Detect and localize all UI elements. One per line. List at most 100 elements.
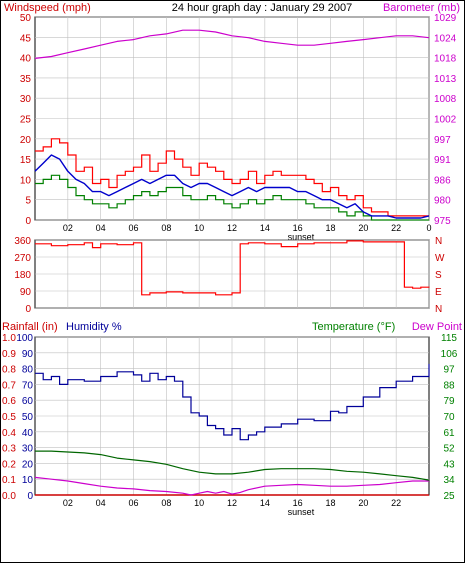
x-tick-label: 02: [63, 498, 73, 508]
x-tick-label: 14: [260, 223, 270, 233]
temp-tick-label: 106: [441, 349, 458, 360]
y-tick-label: 0: [25, 304, 31, 315]
x-tick-label: 06: [128, 223, 138, 233]
y-tick-label: 270: [14, 253, 31, 264]
x-tick-label: 04: [96, 223, 106, 233]
compass-tick-label: E: [435, 287, 442, 298]
rainfall-label: Rainfall (in): [2, 321, 58, 333]
y-tick-label: 10: [20, 175, 32, 186]
y2-tick-label: 1008: [434, 94, 457, 105]
x-tick-label: 18: [325, 223, 335, 233]
y2-tick-label: 991: [434, 155, 451, 166]
humidity-tick-label: 0: [27, 491, 33, 502]
x-tick-label: 18: [325, 498, 335, 508]
temp-tick-label: 88: [443, 380, 455, 391]
y2-tick-label: 1024: [434, 33, 457, 44]
humidity-tick-label: 20: [22, 459, 34, 470]
y2-tick-label: 1029: [434, 13, 457, 24]
series-wind-direction: [35, 240, 430, 296]
y2-tick-label: 1002: [434, 115, 457, 126]
x-tick-label: 12: [227, 498, 237, 508]
temp-tick-label: 115: [441, 333, 457, 344]
barometer-label: Barometer (mb): [383, 2, 460, 14]
y2-tick-label: 986: [434, 175, 451, 186]
y-tick-label: 50: [20, 13, 32, 24]
humidity-tick-label: 40: [22, 428, 34, 439]
y-tick-label: 20: [20, 135, 32, 146]
humidity-tick-label: 10: [22, 475, 34, 486]
x-tick-label: 02: [63, 223, 73, 233]
x-tick-label: 12: [227, 223, 237, 233]
y-tick-label: 360: [14, 236, 31, 247]
rain-tick-label: 0.2: [2, 459, 16, 470]
x-tick-label: 10: [194, 223, 204, 233]
series-barometer: [34, 29, 430, 59]
rain-tick-label: 0.5: [2, 412, 16, 423]
humidity-tick-label: 90: [22, 349, 34, 360]
humidity-tick-label: 80: [22, 365, 34, 376]
y2-tick-label: 1018: [434, 54, 457, 65]
x-tick-label: 08: [161, 223, 171, 233]
x-tick-label: 06: [128, 498, 138, 508]
temperature-label: Temperature (°F): [312, 321, 395, 333]
y-tick-label: 0: [25, 216, 31, 227]
y-tick-label: 30: [20, 94, 32, 105]
x-tick-label: 20: [358, 498, 368, 508]
x-tick-label: 04: [96, 498, 106, 508]
x-tick-label: 0: [426, 223, 431, 233]
y-tick-label: 5: [25, 196, 31, 207]
series-humidity: [35, 363, 430, 441]
rain-tick-label: 0.0: [2, 491, 16, 502]
x-tick-label: 16: [293, 223, 303, 233]
humidity-tick-label: 50: [22, 412, 34, 423]
y-tick-label: 15: [20, 155, 32, 166]
x-tick-label: 10: [194, 498, 204, 508]
series-wind-low: [35, 174, 429, 221]
graph-title: 24 hour graph day : January 29 2007: [172, 2, 352, 14]
temp-tick-label: 52: [443, 444, 455, 455]
y-tick-label: 35: [20, 74, 32, 85]
dewpoint-label: Dew Point: [412, 321, 462, 333]
y2-tick-label: 1013: [434, 74, 457, 85]
series-dewpoint: [34, 476, 429, 496]
y2-tick-label: 980: [434, 196, 451, 207]
humidity-tick-label: 30: [22, 444, 34, 455]
series-windspeed: [35, 138, 429, 217]
rain-tick-label: 0.8: [2, 365, 16, 376]
windspeed-label: Windspeed (mph): [4, 2, 91, 14]
temp-tick-label: 61: [443, 428, 455, 439]
rain-tick-label: 0.1: [2, 475, 16, 486]
humidity-tick-label: 70: [22, 380, 34, 391]
humidity-tick-label: 100: [16, 333, 33, 344]
y2-tick-label: 975: [434, 216, 451, 227]
rain-tick-label: 0.6: [2, 396, 16, 407]
compass-tick-label: S: [435, 270, 442, 281]
rain-tick-label: 0.9: [2, 349, 16, 360]
x-tick-label: 08: [161, 498, 171, 508]
humidity-label: Humidity %: [66, 321, 122, 333]
rain-tick-label: 0.3: [2, 444, 16, 455]
x-tick-label: 20: [358, 223, 368, 233]
temp-tick-label: 70: [443, 412, 455, 423]
x-tick-label: 22: [391, 223, 401, 233]
x-tick-label: 22: [391, 498, 401, 508]
wind-barometer-chart: 0510152025303540455097598098699199710021…: [20, 13, 457, 242]
series-temperature: [35, 450, 430, 481]
rain-tick-label: 0.7: [2, 380, 16, 391]
compass-tick-label: W: [435, 253, 445, 264]
humidity-tick-label: 60: [22, 396, 34, 407]
compass-tick-label: N: [435, 236, 442, 247]
y-tick-label: 180: [14, 270, 31, 281]
temp-tick-label: 25: [443, 491, 455, 502]
temp-tick-label: 43: [443, 459, 455, 470]
series-wind-average: [34, 154, 430, 219]
x-tick-label: 16: [293, 498, 303, 508]
y-tick-label: 90: [20, 287, 32, 298]
rain-tick-label: 1.0: [2, 333, 16, 344]
y2-tick-label: 997: [434, 135, 451, 146]
temp-tick-label: 97: [443, 365, 455, 376]
compass-tick-label: N: [435, 304, 442, 315]
